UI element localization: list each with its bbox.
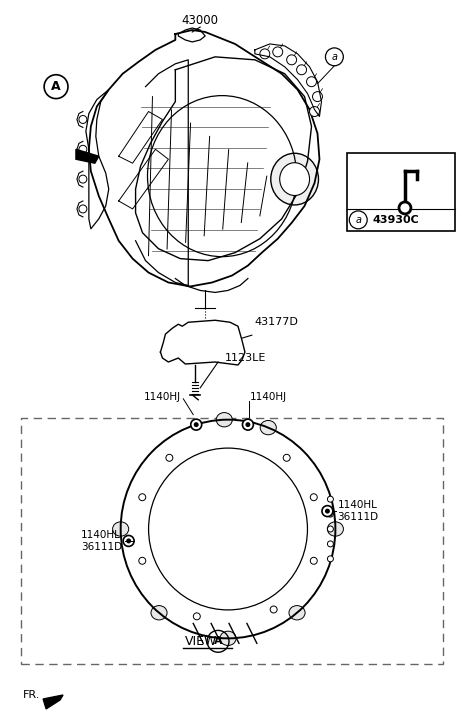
Circle shape xyxy=(194,422,198,427)
FancyBboxPatch shape xyxy=(347,153,454,230)
FancyBboxPatch shape xyxy=(21,418,442,664)
Circle shape xyxy=(193,613,200,620)
Circle shape xyxy=(309,107,319,116)
Text: 1140HL
36111D: 1140HL 36111D xyxy=(81,530,122,552)
Text: 1140HJ: 1140HJ xyxy=(250,392,287,402)
Circle shape xyxy=(166,454,173,462)
Text: a: a xyxy=(331,52,337,62)
Circle shape xyxy=(398,202,410,214)
Text: A: A xyxy=(213,636,222,646)
Circle shape xyxy=(306,77,316,87)
Text: 1140HL
36111D: 1140HL 36111D xyxy=(337,500,378,522)
Circle shape xyxy=(245,422,250,427)
Circle shape xyxy=(272,47,282,57)
Text: 1123LE: 1123LE xyxy=(225,353,266,363)
Circle shape xyxy=(138,494,145,501)
Circle shape xyxy=(310,558,317,564)
Text: 1140HJ: 1140HJ xyxy=(144,392,181,402)
Circle shape xyxy=(327,541,333,547)
Text: 43000: 43000 xyxy=(181,14,218,27)
Ellipse shape xyxy=(326,522,343,536)
Circle shape xyxy=(259,49,269,59)
Text: 43177D: 43177D xyxy=(254,317,298,327)
Circle shape xyxy=(286,55,296,65)
Circle shape xyxy=(310,494,317,501)
Ellipse shape xyxy=(219,631,236,646)
Circle shape xyxy=(282,454,289,462)
Ellipse shape xyxy=(150,606,167,620)
Circle shape xyxy=(327,497,333,502)
Ellipse shape xyxy=(270,153,318,205)
Text: VIEW: VIEW xyxy=(185,635,217,648)
Circle shape xyxy=(327,511,333,517)
Circle shape xyxy=(190,419,201,430)
Ellipse shape xyxy=(260,420,275,435)
Text: A: A xyxy=(51,80,61,93)
Circle shape xyxy=(138,558,145,564)
Ellipse shape xyxy=(113,522,128,536)
Ellipse shape xyxy=(288,606,305,620)
Circle shape xyxy=(312,92,322,102)
Circle shape xyxy=(269,606,276,613)
Circle shape xyxy=(321,506,332,517)
Text: a: a xyxy=(355,215,361,225)
Ellipse shape xyxy=(279,163,309,196)
Polygon shape xyxy=(160,321,244,365)
Circle shape xyxy=(327,526,333,532)
Polygon shape xyxy=(76,149,99,163)
Circle shape xyxy=(123,536,134,547)
Circle shape xyxy=(324,509,329,513)
Text: FR.: FR. xyxy=(23,690,41,700)
Ellipse shape xyxy=(216,412,232,427)
Circle shape xyxy=(327,556,333,562)
Text: 43930C: 43930C xyxy=(371,215,418,225)
Circle shape xyxy=(296,65,306,75)
Polygon shape xyxy=(43,695,63,709)
Circle shape xyxy=(126,539,131,543)
Circle shape xyxy=(242,419,253,430)
